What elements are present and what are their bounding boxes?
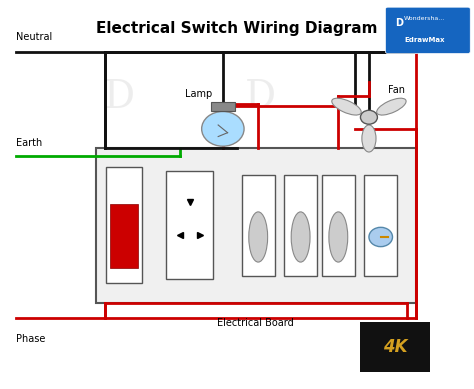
Text: D: D <box>104 79 135 116</box>
Text: Fan: Fan <box>388 85 405 95</box>
Ellipse shape <box>329 212 348 262</box>
Ellipse shape <box>332 98 361 115</box>
Text: D: D <box>104 273 135 310</box>
Text: Wondersha...: Wondersha... <box>404 16 446 21</box>
Bar <box>110 204 138 268</box>
Circle shape <box>201 112 244 146</box>
Text: EdrawMax: EdrawMax <box>404 37 445 43</box>
Text: D: D <box>104 176 135 213</box>
FancyBboxPatch shape <box>359 322 430 372</box>
Ellipse shape <box>377 98 406 115</box>
Bar <box>211 102 235 112</box>
Text: 4K: 4K <box>383 338 407 356</box>
Bar <box>364 175 397 276</box>
Circle shape <box>360 110 377 124</box>
Bar <box>322 175 355 276</box>
Ellipse shape <box>249 212 268 262</box>
Circle shape <box>369 227 392 247</box>
Text: Lamp: Lamp <box>185 89 212 99</box>
Bar <box>106 167 142 283</box>
Text: D: D <box>245 176 276 213</box>
Text: D: D <box>395 18 403 28</box>
Text: Electrical Switch Wiring Diagram: Electrical Switch Wiring Diagram <box>96 21 378 36</box>
Text: Neutral: Neutral <box>16 32 52 42</box>
Text: Earth: Earth <box>16 138 42 148</box>
FancyBboxPatch shape <box>385 7 470 54</box>
Text: D: D <box>245 273 276 310</box>
Ellipse shape <box>362 125 376 152</box>
Bar <box>96 148 416 303</box>
Text: D: D <box>245 79 276 116</box>
Text: Electrical Board: Electrical Board <box>218 318 294 328</box>
Bar <box>242 175 275 276</box>
Bar <box>166 171 213 279</box>
Text: Phase: Phase <box>16 333 45 343</box>
Bar <box>284 175 317 276</box>
Ellipse shape <box>291 212 310 262</box>
